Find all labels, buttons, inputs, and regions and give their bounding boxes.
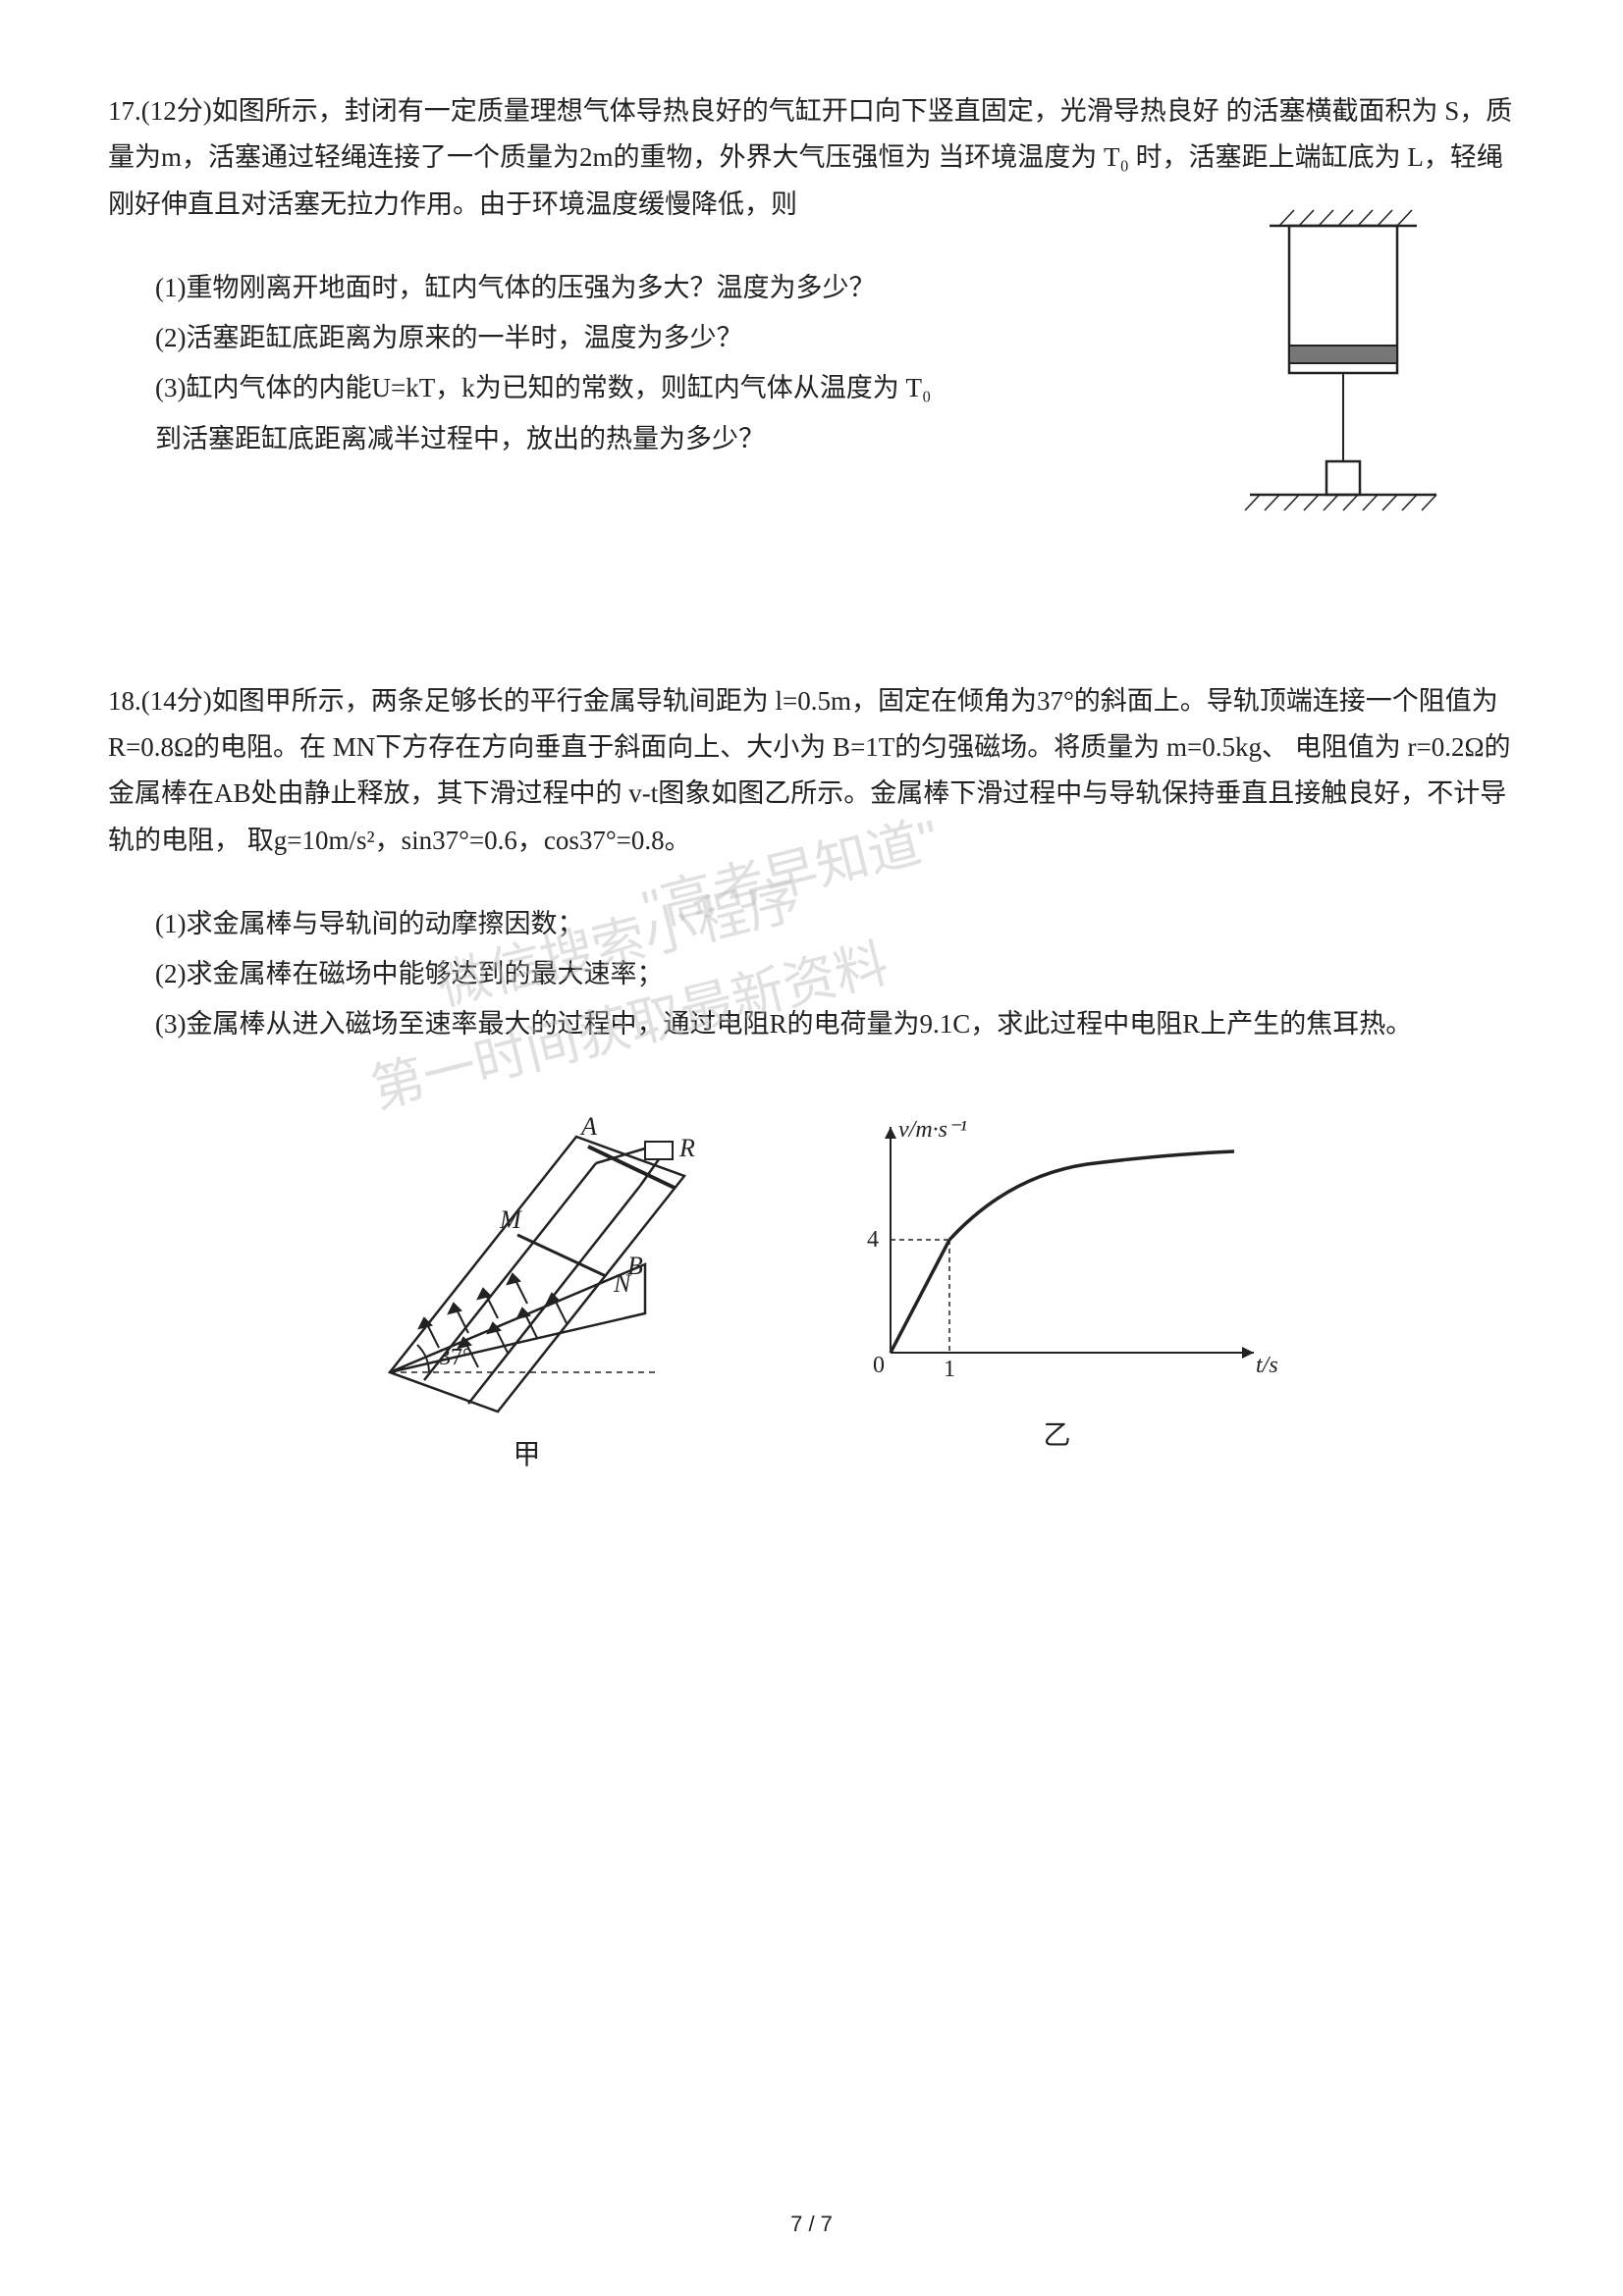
problem-18-figures: A B M N R 37° 甲 v/m· [108,1107,1515,1472]
problem-17: 17.(12分)如图所示，封闭有一定质量理想气体导热良好的气缸开口向下竖直固定，… [108,88,1515,462]
figure-jia-label: 甲 [513,1433,540,1472]
ytick-4: 4 [867,1227,879,1253]
origin-label: 0 [873,1353,885,1378]
problem-18-subquestions: (1)求金属棒与导轨间的动摩擦因数； (2)求金属棒在磁场中能够达到的最大速率；… [108,901,1515,1048]
figure-jia-container: A B M N R 37° 甲 [341,1107,714,1472]
problem-17-q1: (1)重物刚离开地面时，缸内气体的压强为多大？温度为多少？ [155,265,1051,311]
problem-18-q3: (3)金属棒从进入磁场至速率最大的过程中，通过电阻R的电荷量为9.1C，求此过程… [155,1001,1515,1047]
problem-17-q3-line2: 到活塞距缸底距离减半过程中，放出的热量为多少？ [155,416,1051,462]
cylinder-svg [1211,206,1456,530]
incline-svg: A B M N R 37° [341,1107,714,1421]
problem-18-intro: 18.(14分)如图甲所示，两条足够长的平行金属导轨间距为 l=0.5m，固定在… [108,678,1515,864]
problem-number: 17. [108,96,141,126]
label-N: N [613,1269,632,1298]
problem-17-q3-line1: (3)缸内气体的内能U=kT，k为已知的常数，则缸内气体从温度为 T₀ [155,365,1051,411]
problem-18-q1: (1)求金属棒与导轨间的动摩擦因数； [155,901,1515,947]
xlabel: t/s [1256,1353,1278,1378]
label-M: M [499,1205,522,1234]
problem-18-q2: (2)求金属棒在磁场中能够达到的最大速率； [155,951,1515,997]
problem-number: 18. [108,686,141,716]
problem-intro-text: 如图所示，封闭有一定质量理想气体导热良好的气缸开口向下竖直固定，光滑导热良好 的… [108,96,1512,219]
cylinder-figure [1211,206,1456,535]
problem-points: (14分) [141,686,212,716]
page-footer: 7 / 7 [0,2212,1623,2237]
page-number: 7 / 7 [790,2212,833,2236]
figure-yi-label: 乙 [1043,1414,1070,1453]
label-angle: 37° [439,1345,472,1370]
vt-graph-svg: v/m·s⁻¹ t/s 0 4 1 [832,1107,1283,1402]
problem-points: (12分) [141,96,212,126]
label-A: A [579,1112,597,1141]
problem-intro-text: 如图甲所示，两条足够长的平行金属导轨间距为 l=0.5m，固定在倾角为37°的斜… [108,686,1511,855]
label-R: R [678,1134,695,1162]
problem-18: 18.(14分)如图甲所示，两条足够长的平行金属导轨间距为 l=0.5m，固定在… [108,678,1515,1472]
figure-yi-container: v/m·s⁻¹ t/s 0 4 1 [832,1107,1283,1472]
xtick-1: 1 [944,1357,955,1382]
problem-17-subquestions: (1)重物刚离开地面时，缸内气体的压强为多大？温度为多少？ (2)活塞距缸底距离… [108,265,1051,462]
ylabel: v/m·s⁻¹ [898,1117,967,1143]
problem-17-q2: (2)活塞距缸底距离为原来的一半时，温度为多少？ [155,315,1051,361]
